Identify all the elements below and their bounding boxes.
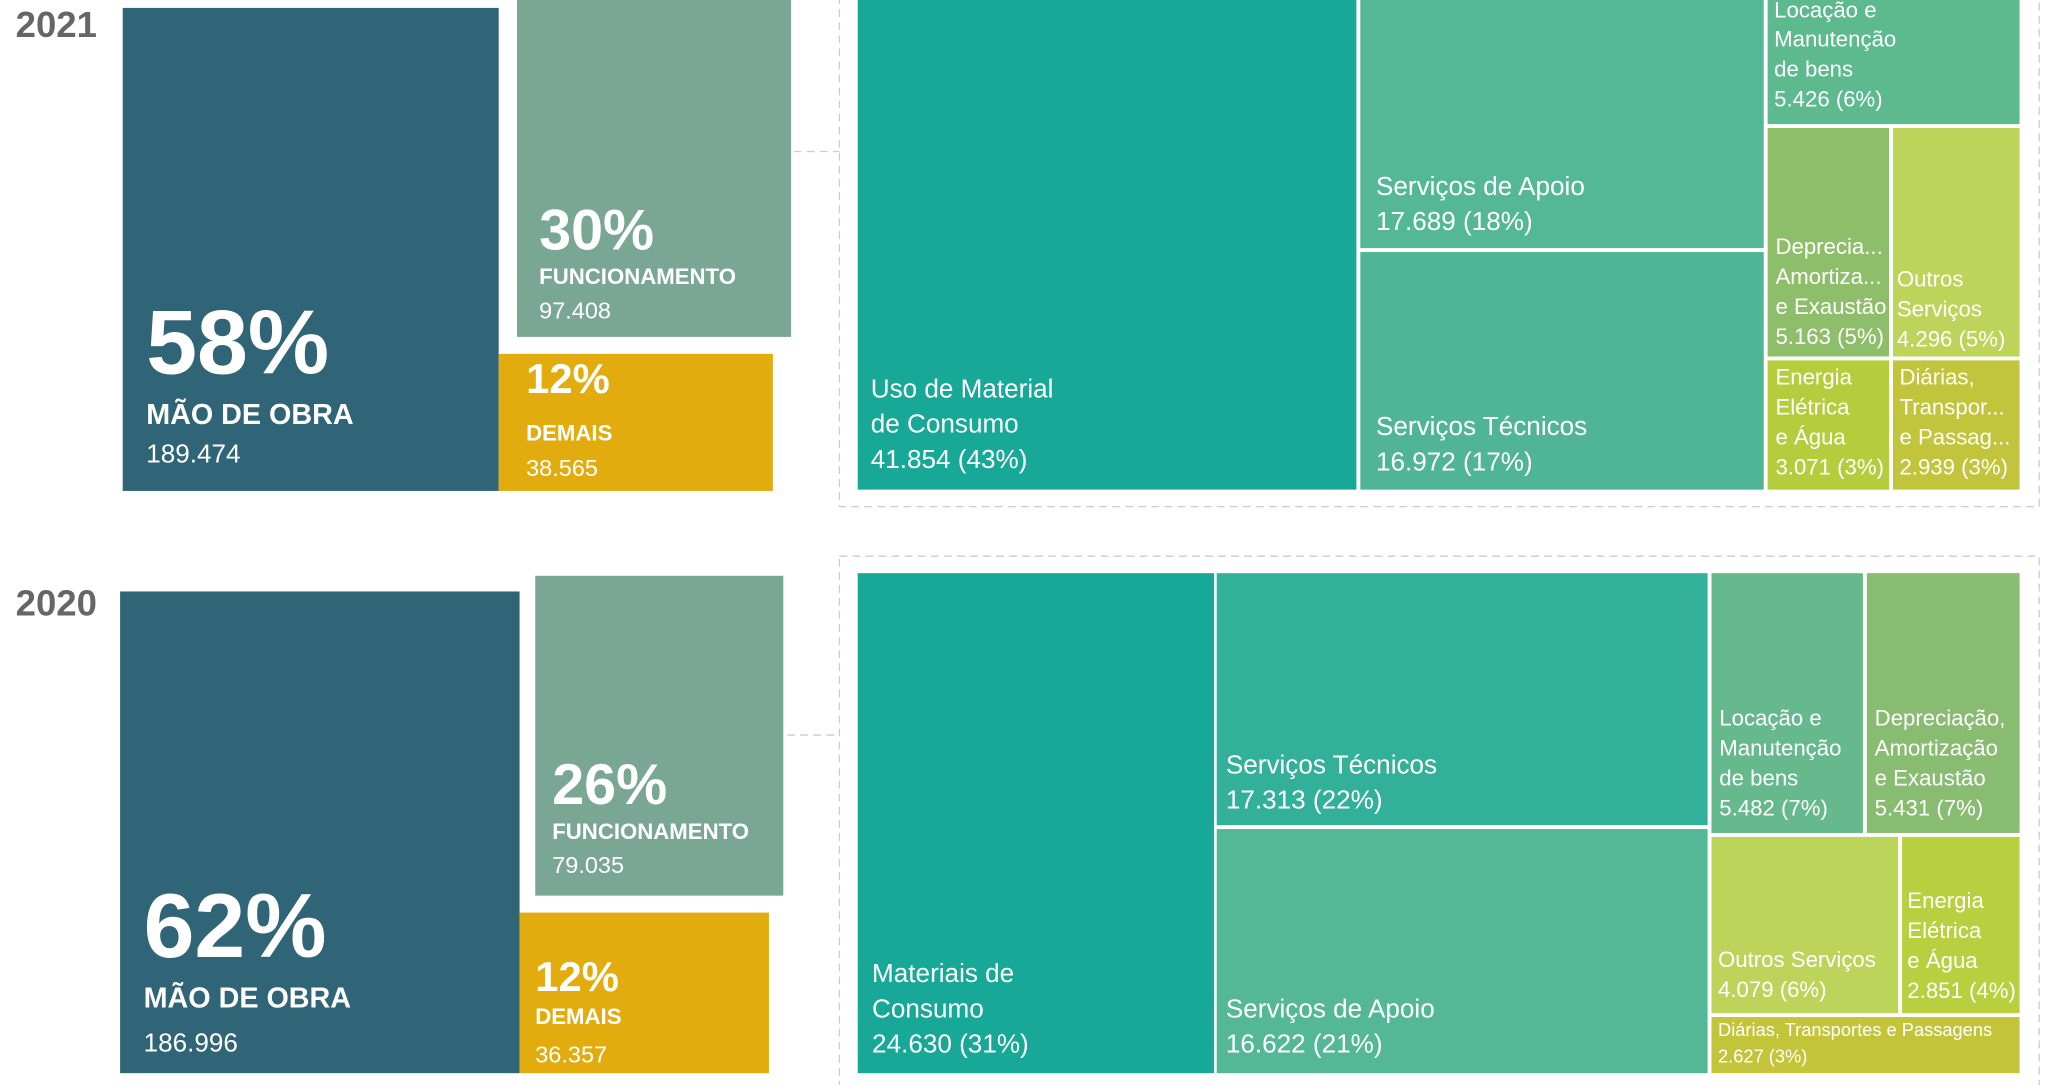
detail-name: de bens — [1774, 56, 1853, 81]
detail-block — [1711, 1017, 2020, 1074]
group-name: MÃO DE OBRA — [144, 981, 351, 1015]
detail-value: 17.689 (18%) — [1376, 206, 1533, 236]
detail-value: 5.431 (7%) — [1875, 795, 1984, 820]
detail-name: Transpor... — [1899, 395, 2004, 420]
detail-name: Manutenção — [1719, 735, 1841, 760]
detail-name: Elétrica — [1775, 395, 1850, 420]
group-block — [516, 0, 792, 337]
detail-name: Serviços Técnicos — [1376, 411, 1587, 441]
detail-value: 16.972 (17%) — [1376, 446, 1533, 476]
detail-name: Depreciação, — [1875, 705, 2006, 730]
detail-name: Manutenção — [1774, 26, 1896, 51]
detail-name: Elétrica — [1907, 918, 1982, 943]
detail-block — [1767, 0, 2020, 125]
detail-name: de bens — [1719, 765, 1798, 790]
detail-value: 5.482 (7%) — [1719, 795, 1828, 820]
detail-value: 2.939 (3%) — [1899, 455, 2008, 480]
group-value: 36.357 — [535, 1041, 607, 1067]
group-value: 97.408 — [539, 297, 611, 323]
detail-block — [1892, 128, 2020, 357]
detail-block — [1767, 360, 1890, 490]
detail-block — [1902, 836, 2020, 1014]
detail-name: de Consumo — [871, 409, 1019, 439]
detail-frame — [838, 0, 2040, 508]
group-block — [498, 353, 773, 491]
detail-value: 2.627 (3%) — [1718, 1045, 1807, 1066]
group-name: MÃO DE OBRA — [146, 397, 353, 431]
detail-name: Diárias, — [1899, 365, 1974, 390]
detail-name: Uso de Material — [871, 373, 1054, 403]
detail-name: Diárias, Transportes e Passagens — [1718, 1019, 1992, 1040]
detail-name: Serviços — [1897, 297, 1982, 322]
group-name: DEMAIS — [526, 421, 612, 446]
group-percent: 26% — [552, 753, 667, 817]
group-block — [120, 591, 520, 1074]
year-label: 2020 — [16, 582, 97, 623]
detail-value: 5.163 (5%) — [1775, 324, 1884, 349]
group-percent: 58% — [146, 291, 329, 393]
detail-block — [1892, 360, 2020, 490]
group-block — [535, 575, 784, 896]
detail-name: e Exaustão — [1775, 294, 1886, 319]
detail-name: Serviços de Apoio — [1376, 171, 1585, 201]
detail-block — [1360, 252, 1764, 490]
detail-name: Amortização — [1875, 735, 1998, 760]
year-label: 2021 — [16, 4, 97, 45]
group-block — [122, 7, 499, 491]
group-name: DEMAIS — [535, 1004, 621, 1029]
group-percent: 12% — [535, 953, 619, 1000]
detail-value: 2.851 (4%) — [1907, 978, 2016, 1003]
detail-value: 5.426 (6%) — [1774, 86, 1883, 111]
detail-name: Locação e — [1774, 0, 1876, 23]
group-value: 79.035 — [552, 852, 624, 878]
detail-name: Serviços de Apoio — [1226, 993, 1435, 1023]
detail-name: e Água — [1907, 948, 1978, 973]
detail-name: Energia — [1775, 365, 1852, 390]
group-percent: 12% — [526, 355, 610, 402]
detail-name: Consumo — [872, 993, 984, 1023]
detail-value: 24.630 (31%) — [872, 1029, 1029, 1059]
detail-name: Materiais de — [872, 958, 1014, 988]
group-name: FUNCIONAMENTO — [539, 264, 736, 289]
detail-block — [1360, 0, 1764, 249]
detail-value: 4.079 (6%) — [1718, 977, 1827, 1002]
group-percent: 30% — [539, 198, 654, 262]
detail-block — [1216, 573, 1708, 826]
detail-block — [1711, 836, 1899, 1014]
detail-block — [1216, 829, 1708, 1074]
group-block — [519, 912, 769, 1074]
group-value: 186.996 — [144, 1027, 238, 1057]
detail-name: Locação e — [1719, 705, 1821, 730]
group-percent: 62% — [144, 875, 327, 977]
detail-block — [1767, 128, 1890, 357]
group-value: 38.565 — [526, 455, 598, 481]
detail-name: Outros Serviços — [1718, 947, 1876, 972]
detail-value: 16.622 (21%) — [1226, 1029, 1383, 1059]
detail-value: 3.071 (3%) — [1775, 455, 1884, 480]
detail-name: e Água — [1775, 425, 1846, 450]
detail-name: Energia — [1907, 888, 1984, 913]
detail-name: Serviços Técnicos — [1226, 749, 1437, 779]
group-value: 189.474 — [146, 439, 240, 469]
detail-name: Amortiza... — [1775, 264, 1881, 289]
detail-value: 41.854 (43%) — [871, 444, 1028, 474]
detail-block — [1866, 573, 2020, 833]
detail-block — [1711, 573, 1863, 833]
detail-block — [857, 0, 1357, 490]
detail-name: e Passag... — [1899, 425, 2010, 450]
detail-value: 17.313 (22%) — [1226, 785, 1383, 815]
group-name: FUNCIONAMENTO — [552, 819, 749, 844]
detail-value: 4.296 (5%) — [1897, 327, 2006, 352]
detail-name: Outros — [1897, 267, 1964, 292]
detail-name: e Exaustão — [1875, 765, 1986, 790]
detail-block — [857, 573, 1215, 1074]
detail-name: Deprecia... — [1775, 234, 1882, 259]
